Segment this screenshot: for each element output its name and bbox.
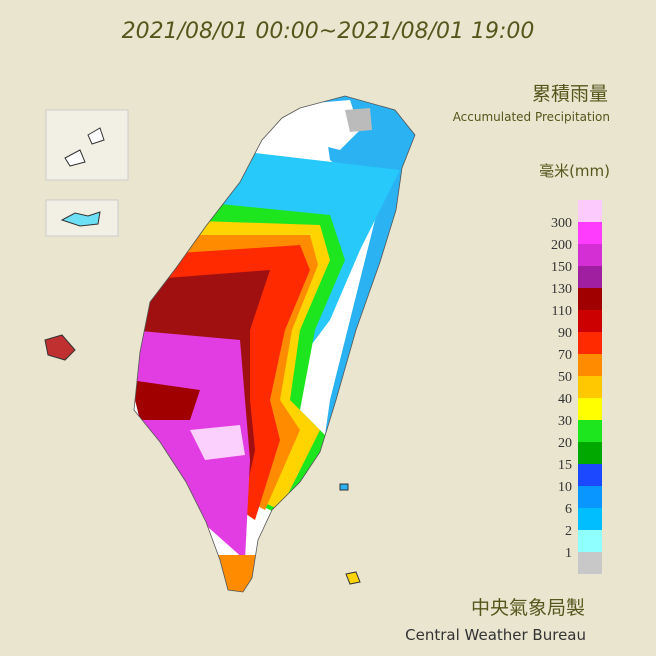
legend-swatch [578,332,602,354]
green-island [339,483,349,491]
inset-kinmen [45,199,119,237]
legend-swatch [578,222,602,244]
matsu-islands [64,127,105,167]
legend-subtitle: Accumulated Precipitation [453,110,610,124]
title: 2021/08/01 00:00~2021/08/01 19:00 [122,19,535,44]
legend-label: 150 [551,260,572,275]
legend-swatch [578,398,602,420]
legend-label: 70 [558,348,572,363]
legend-label: 15 [558,458,572,473]
coastline [133,95,416,593]
penghu-islands [44,334,76,361]
legend-swatch [578,464,602,486]
footer-agency: 中央氣象局製 [471,597,585,619]
legend-swatch [578,310,602,332]
legend-swatch [578,288,602,310]
kinmen-islands [60,211,101,227]
legend-unit: 毫米(mm) [539,162,610,180]
legend-title: 累積雨量 [532,83,608,105]
legend-swatch [578,552,602,574]
legend-label: 50 [558,370,572,385]
legend-label: 6 [565,502,572,517]
legend-label: 90 [558,326,572,341]
legend-swatch [578,354,602,376]
legend-label: 40 [558,392,572,407]
legend-swatch [578,486,602,508]
legend-label: 110 [552,304,572,319]
footer-agency-en: Central Weather Bureau [405,626,586,644]
legend-label: 10 [558,480,572,495]
legend-label: 300 [551,216,572,231]
legend-label: 1 [565,546,572,561]
legend-label: 2 [565,524,572,539]
legend-label: 30 [558,414,572,429]
legend: 300 200 150 130 110 90 70 50 40 30 20 15 10 6 2 1 [551,200,602,574]
legend-swatch [578,200,602,222]
legend-swatch [578,244,602,266]
legend-label: 20 [558,436,572,451]
legend-label: 200 [551,238,572,253]
inset-matsu [45,109,129,181]
orchid-island [345,571,361,585]
legend-swatch [578,376,602,398]
legend-swatch [578,266,602,288]
legend-swatch [578,420,602,442]
legend-label: 130 [551,282,572,297]
legend-swatch [578,442,602,464]
legend-swatch [578,530,602,552]
legend-swatch [578,508,602,530]
